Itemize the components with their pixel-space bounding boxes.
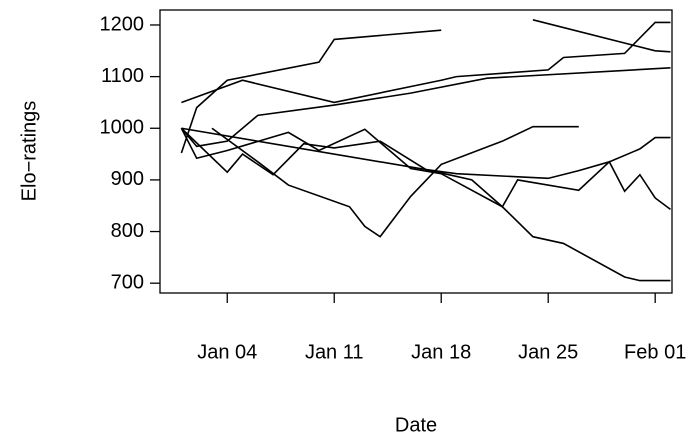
- y-tick-label: 1100: [101, 65, 144, 87]
- plot-box: [159, 9, 673, 294]
- x-tick-label: Jan 04: [197, 341, 257, 363]
- x-tick-label: Jan 18: [411, 341, 471, 363]
- x-tick-label: Feb 01: [624, 341, 686, 363]
- series-line: [211, 125, 579, 238]
- y-tick-label: 900: [111, 168, 144, 190]
- y-tick-label: 700: [111, 271, 144, 293]
- series-line: [180, 29, 442, 154]
- y-tick-label: 1000: [100, 117, 145, 139]
- series-line: [181, 21, 671, 104]
- y-tick-label: 1200: [100, 13, 145, 35]
- x-tick-label: Jan 11: [305, 341, 364, 363]
- series-line: [181, 127, 671, 180]
- y-tick-label: 800: [111, 220, 144, 242]
- series-line: [180, 67, 671, 148]
- series-line: [180, 127, 671, 282]
- x-axis-label: Date: [395, 414, 437, 436]
- y-axis-label: Elo−ratings: [18, 101, 40, 202]
- x-tick-label: Jan 25: [518, 341, 578, 363]
- series-line: [532, 19, 671, 53]
